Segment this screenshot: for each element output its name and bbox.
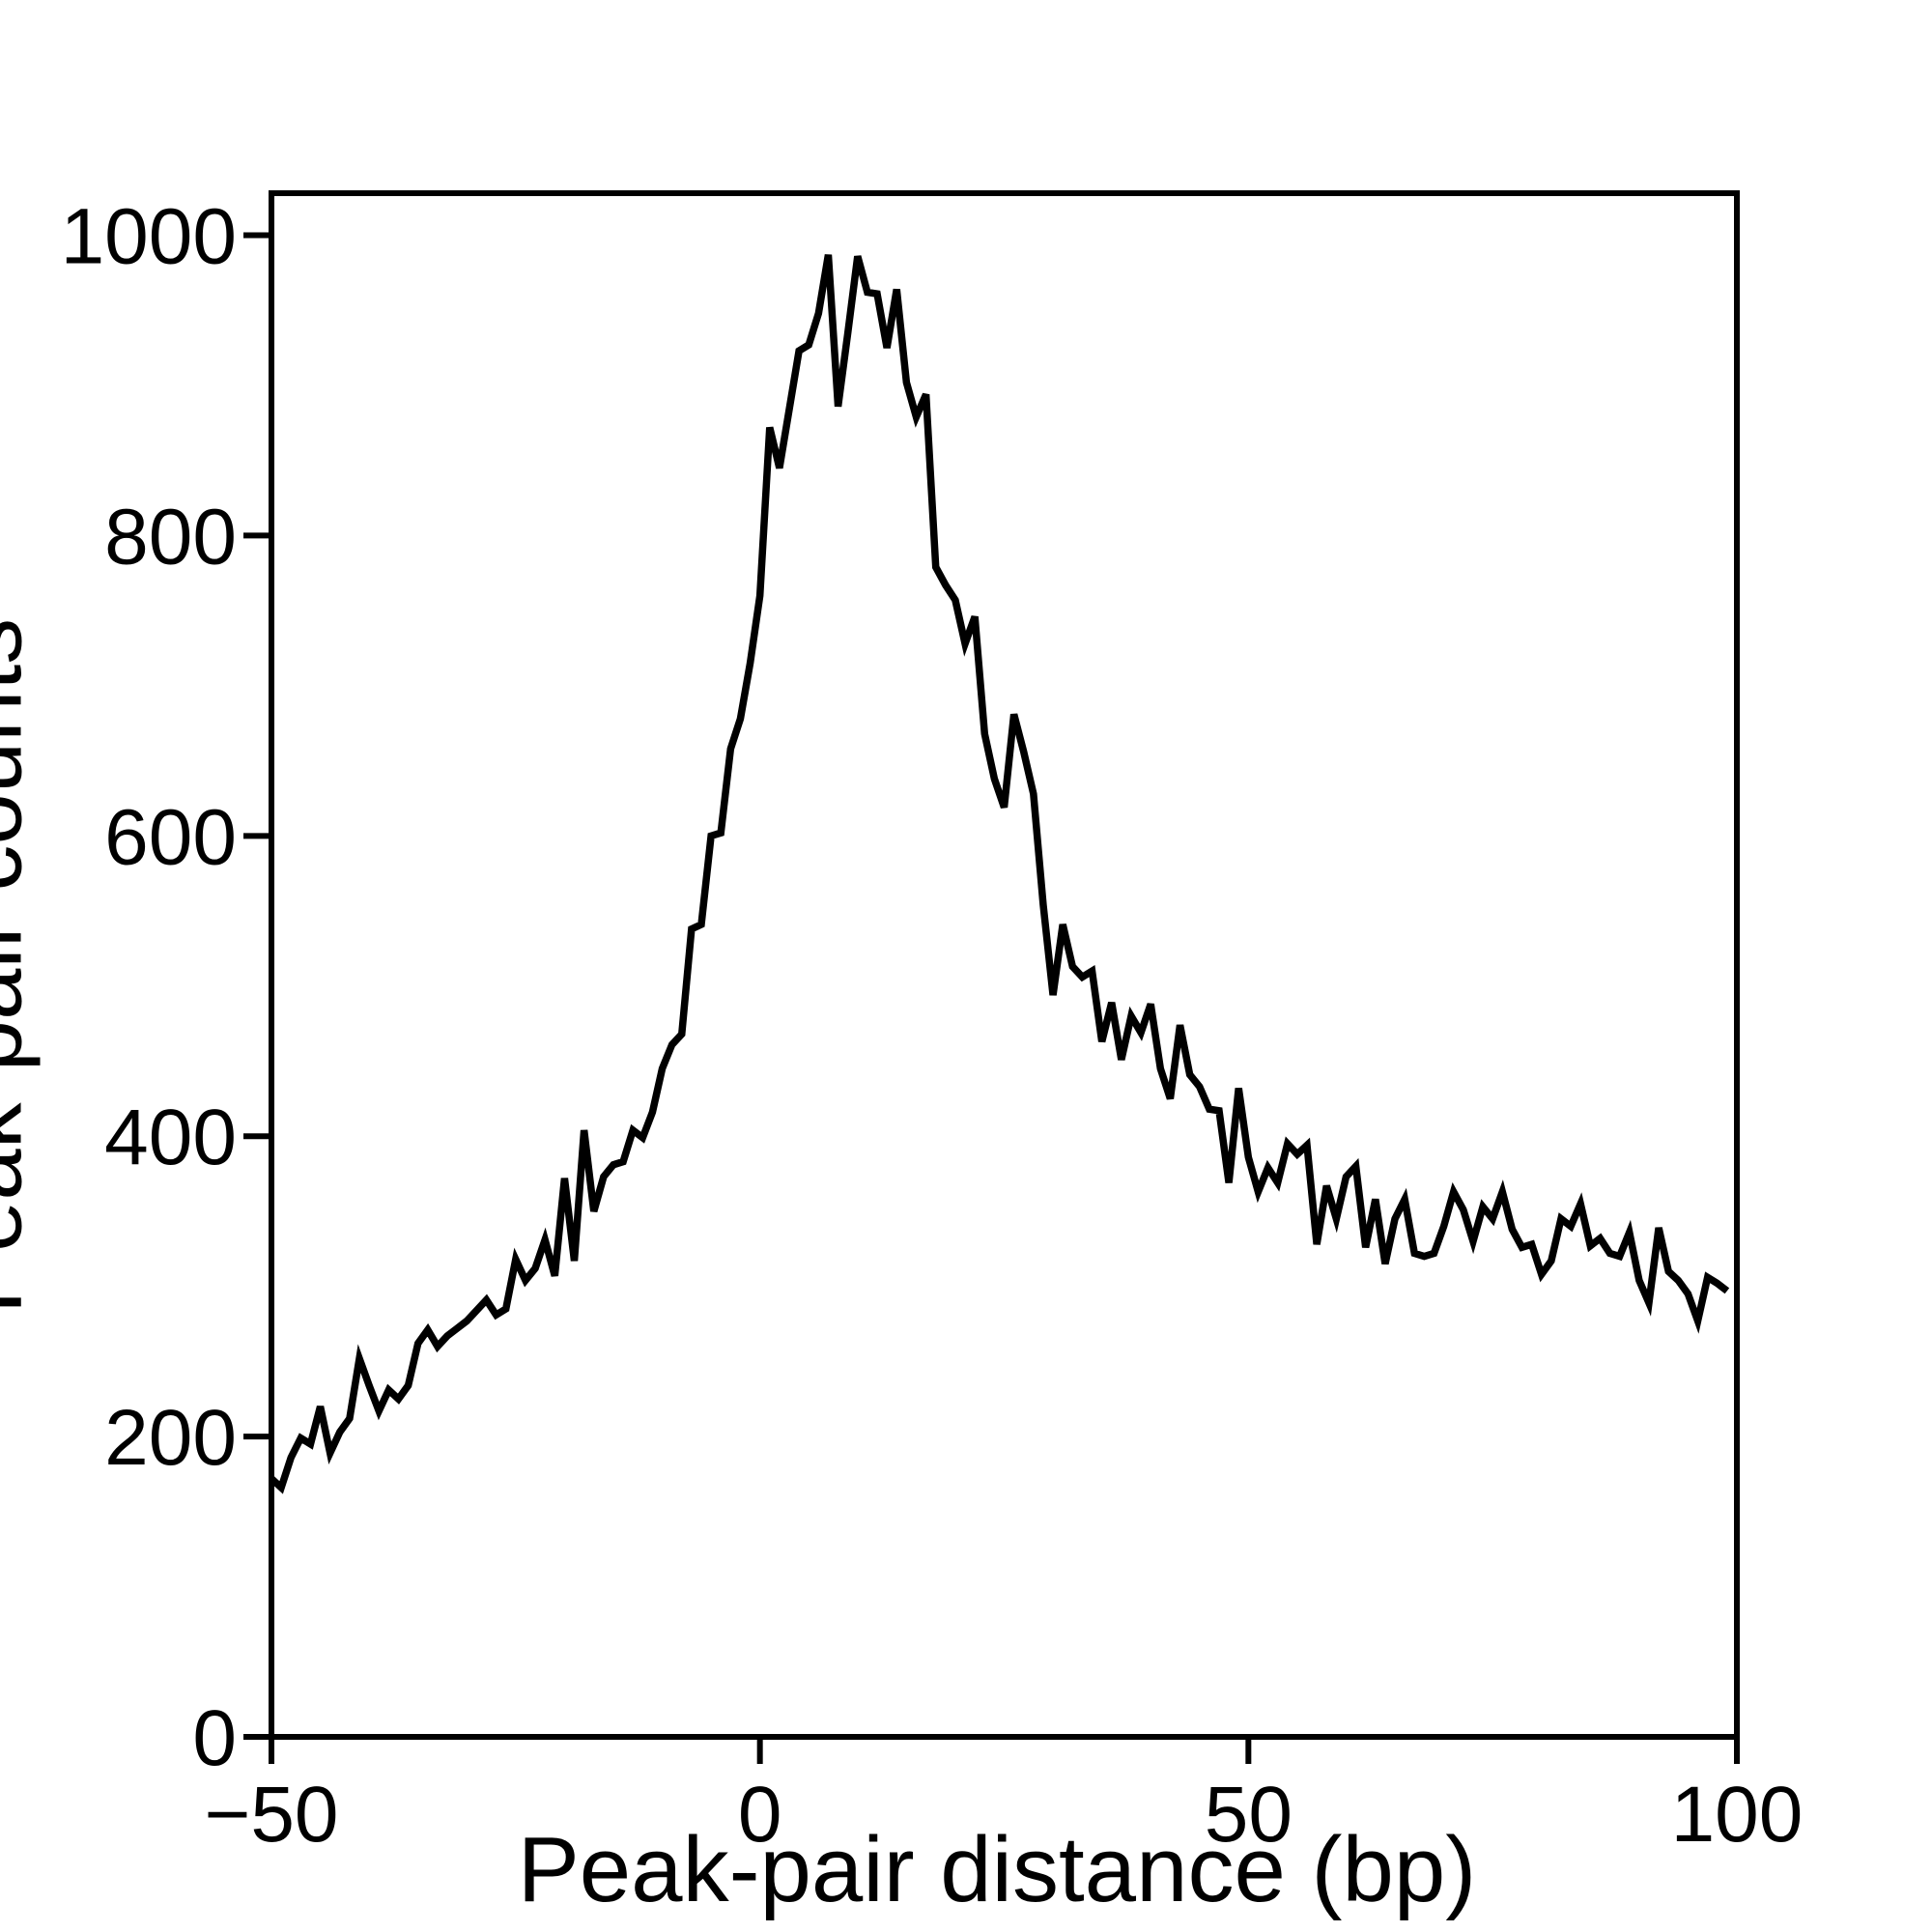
- y-tick-label: 200: [104, 1394, 237, 1482]
- x-tick-label: 0: [738, 1771, 782, 1859]
- y-tick-label: 0: [192, 1694, 237, 1782]
- x-tick-label: 50: [1205, 1771, 1293, 1859]
- x-tick-label: 100: [1671, 1771, 1804, 1859]
- x-axis-label: Peak-pair distance (bp): [518, 1818, 1476, 1921]
- plot-frame: [269, 190, 1740, 1740]
- x-tick-label: −50: [204, 1771, 338, 1859]
- y-axis-label: Peak-pair counts: [0, 618, 41, 1314]
- data-line: [269, 254, 1730, 1494]
- y-tick-label: 400: [104, 1094, 237, 1181]
- y-tick-label: 800: [104, 493, 237, 581]
- y-tick-label: 600: [104, 793, 237, 881]
- y-tick-label: 1000: [61, 193, 237, 281]
